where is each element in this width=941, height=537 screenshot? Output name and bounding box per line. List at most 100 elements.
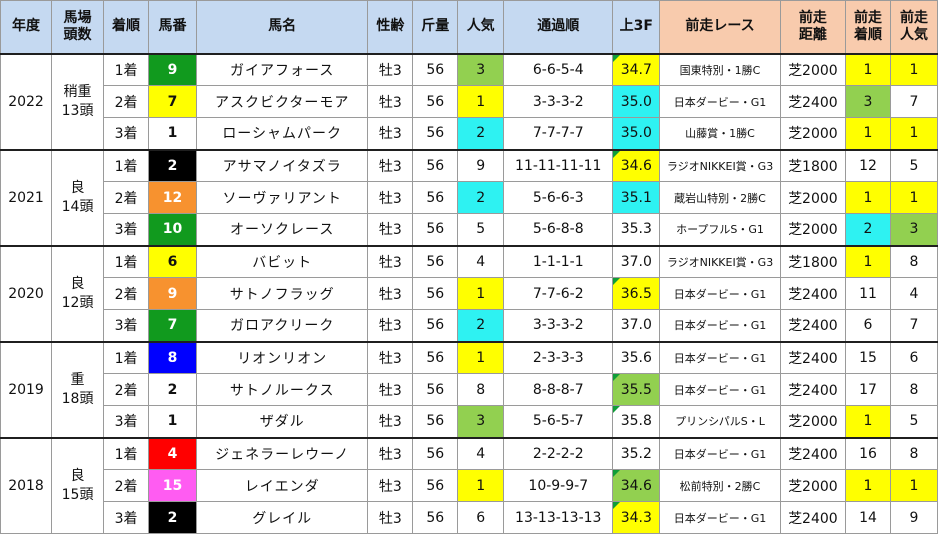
horse-name-cell: アサマノイタズラ: [195, 148, 369, 182]
prev-popularity-cell: 1: [889, 117, 939, 150]
field-size: 13頭: [61, 102, 94, 119]
prev-popularity-cell: 7: [889, 85, 939, 118]
popularity-cell: 3: [457, 405, 505, 438]
horse-name-cell: ローシャムパーク: [195, 117, 369, 150]
header-prev-pop: 前走 人気: [889, 0, 939, 54]
prev-finish-cell: 1: [845, 469, 891, 502]
track-condition: 稍重: [63, 83, 92, 100]
prev-distance-cell: 芝2000: [779, 213, 847, 246]
field-size: 18頭: [61, 390, 94, 407]
horse-number-cell: 8: [147, 340, 197, 374]
table-row: 3着 2 グレイル 牡3 56 6 13-13-13-13 34.3 日本ダービー・G1 芝240…: [1, 501, 939, 534]
passing-order-cell: 3-3-3-2: [503, 85, 614, 118]
prev-race-cell: ラジオNIKKEI賞・G3: [659, 244, 781, 278]
horse-name-cell: グレイル: [195, 501, 369, 534]
header-weight: 斤量: [412, 0, 459, 54]
weight-cell: 56: [412, 85, 459, 118]
prev-popularity-cell: 9: [889, 501, 939, 534]
last-3f-cell: 35.8: [612, 405, 661, 438]
results-body: 2022 稍重 13頭 1着 9 ガイアフォース 牡3 56 3 6-6-5-4 34.7 国東特別・…: [0, 52, 939, 534]
passing-order-cell: 13-13-13-13: [503, 501, 614, 534]
prev-distance-cell: 芝2000: [779, 117, 847, 150]
prev-race-cell: 蔵岩山特別・2勝C: [659, 181, 781, 214]
horse-name-cell: レイエンダ: [195, 469, 369, 502]
finish-cell: 3着: [103, 309, 149, 342]
passing-order-cell: 8-8-8-7: [503, 373, 614, 406]
finish-cell: 1着: [103, 148, 149, 182]
table-row: 2着 9 サトノフラッグ 牡3 56 1 7-7-6-2 36.5 日本ダービー・G1 芝2400…: [1, 277, 939, 310]
prev-finish-cell: 14: [845, 501, 891, 534]
field-size: 12頭: [61, 294, 94, 311]
passing-order-cell: 7-7-7-7: [503, 117, 614, 150]
horse-number-cell: 1: [147, 405, 197, 438]
last-3f-cell: 34.6: [612, 469, 661, 502]
last-3f-cell: 34.7: [612, 52, 661, 86]
header-prev-dist: 前走 距離: [779, 0, 847, 54]
prev-popularity-cell: 1: [889, 469, 939, 502]
table-row: 2着 12 ソーヴァリアント 牡3 56 2 5-6-6-3 35.1 蔵岩山特別・2勝C 芝20…: [1, 181, 939, 214]
prev-finish-cell: 1: [845, 52, 891, 86]
finish-cell: 1着: [103, 436, 149, 470]
prev-distance-cell: 芝2400: [779, 501, 847, 534]
table-row: 3着 10 オーソクレース 牡3 56 5 5-6-8-8 35.3 ホープフルS・G1 芝200…: [1, 213, 939, 246]
prev-finish-cell: 1: [845, 181, 891, 214]
header-prev-race: 前走レース: [659, 0, 781, 54]
last-3f-cell: 37.0: [612, 309, 661, 342]
finish-cell: 2着: [103, 85, 149, 118]
last-3f-cell: 35.0: [612, 117, 661, 150]
weight-cell: 56: [412, 373, 459, 406]
finish-cell: 1着: [103, 340, 149, 374]
last-3f-cell: 34.6: [612, 148, 661, 182]
finish-cell: 2着: [103, 469, 149, 502]
sex-age-cell: 牡3: [367, 85, 414, 118]
weight-cell: 56: [412, 213, 459, 246]
sex-age-cell: 牡3: [367, 244, 414, 278]
popularity-cell: 3: [457, 52, 505, 86]
last-3f-cell: 35.3: [612, 213, 661, 246]
finish-cell: 1着: [103, 244, 149, 278]
year-cell: 2022: [0, 52, 53, 150]
prev-distance-cell: 芝2000: [779, 469, 847, 502]
popularity-cell: 4: [457, 436, 505, 470]
popularity-cell: 1: [457, 469, 505, 502]
horse-number-cell: 6: [147, 244, 197, 278]
horse-number-cell: 7: [147, 309, 197, 342]
finish-cell: 3着: [103, 117, 149, 150]
horse-number-cell: 2: [147, 148, 197, 182]
passing-order-cell: 5-6-8-8: [503, 213, 614, 246]
popularity-cell: 1: [457, 85, 505, 118]
popularity-cell: 4: [457, 244, 505, 278]
prev-race-cell: 松前特別・2勝C: [659, 469, 781, 502]
sex-age-cell: 牡3: [367, 148, 414, 182]
prev-popularity-cell: 1: [889, 181, 939, 214]
weight-cell: 56: [412, 181, 459, 214]
prev-finish-cell: 11: [845, 277, 891, 310]
horse-number-cell: 2: [147, 373, 197, 406]
sex-age-cell: 牡3: [367, 436, 414, 470]
popularity-cell: 6: [457, 501, 505, 534]
track-condition: 重: [70, 371, 85, 388]
passing-order-cell: 11-11-11-11: [503, 148, 614, 182]
table-row: 3着 1 ザダル 牡3 56 3 5-6-5-7 35.8 プリンシパルS・L 芝2000 1 5: [1, 405, 939, 438]
weight-cell: 56: [412, 277, 459, 310]
passing-order-cell: 2-3-3-3: [503, 340, 614, 374]
horse-number-cell: 9: [147, 277, 197, 310]
last-3f-cell: 35.6: [612, 340, 661, 374]
horse-name-cell: ソーヴァリアント: [195, 181, 369, 214]
prev-popularity-cell: 8: [889, 244, 939, 278]
header-condition-line2: 頭数: [63, 26, 92, 43]
field-size: 15頭: [61, 486, 94, 503]
year-cell: 2021: [0, 148, 53, 246]
finish-cell: 3着: [103, 213, 149, 246]
passing-order-cell: 2-2-2-2: [503, 436, 614, 470]
weight-cell: 56: [412, 340, 459, 374]
last-3f-cell: 35.5: [612, 373, 661, 406]
horse-number-cell: 2: [147, 501, 197, 534]
popularity-cell: 1: [457, 340, 505, 374]
header-condition: 馬場 頭数: [51, 0, 105, 54]
header-last3f: 上3F: [612, 0, 661, 54]
condition-cell: 稍重 13頭: [51, 52, 105, 150]
prev-finish-cell: 12: [845, 148, 891, 182]
weight-cell: 56: [412, 309, 459, 342]
sex-age-cell: 牡3: [367, 52, 414, 86]
